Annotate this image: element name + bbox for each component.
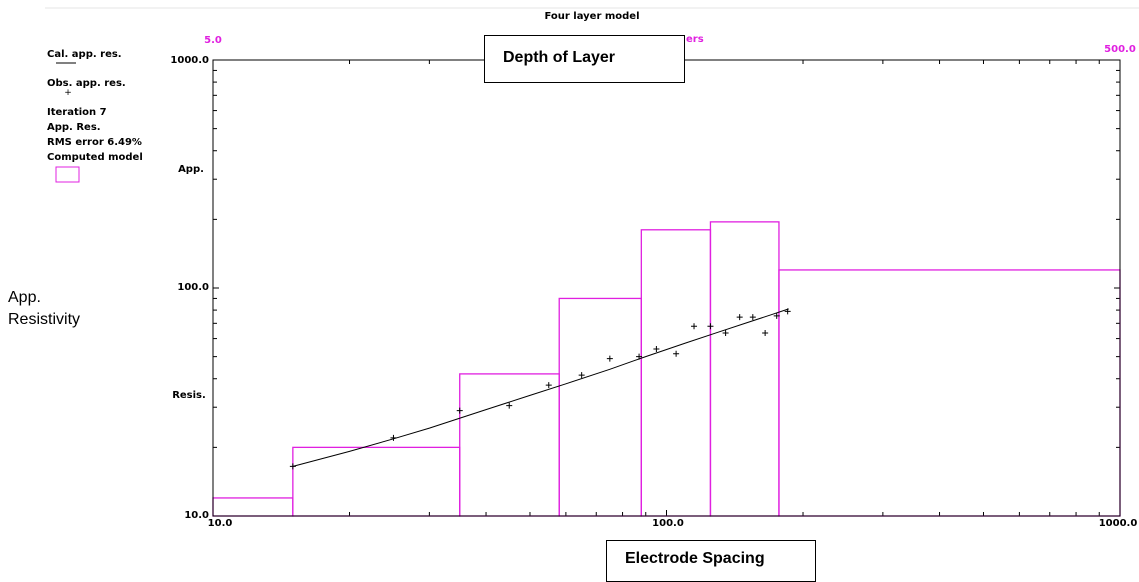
obs-app-res-point — [722, 329, 729, 336]
model-layer-block — [640, 229, 712, 517]
obs-app-res-point — [653, 346, 660, 353]
obs-app-res-point — [691, 323, 698, 330]
electrode-spacing-label: Electrode Spacing — [625, 550, 765, 567]
x-tick-label-100: 100.0 — [652, 518, 684, 529]
model-layer-block — [709, 221, 780, 517]
obs-app-res-point — [749, 314, 756, 321]
legend-iteration: Iteration 7 — [47, 107, 107, 118]
top-axis-left-label: 5.0 — [204, 35, 222, 46]
y-tick-label-100: 100.0 — [177, 282, 209, 293]
computed-model — [212, 221, 1121, 517]
obs-app-res-point — [784, 308, 791, 315]
model-layer-block — [558, 297, 642, 517]
obs-app-res-point — [673, 350, 680, 357]
obs-app-res-point — [545, 382, 552, 389]
model-layer-block — [459, 373, 560, 517]
depth-of-layer-label: Depth of Layer — [503, 49, 616, 66]
top-axis-right-label: 500.0 — [1104, 44, 1136, 55]
obs-app-res-point — [762, 329, 769, 336]
y-tick-label-10: 10.0 — [184, 510, 209, 521]
x-tick-label-1000: 1000.0 — [1099, 518, 1138, 529]
legend-obs-label: Obs. app. res. — [47, 78, 126, 89]
obs-app-res-point — [773, 312, 780, 319]
model-layer-block — [778, 269, 1121, 517]
legend-rms-error: RMS error 6.49% — [47, 137, 142, 148]
model-layer-block — [292, 446, 461, 517]
x-tick-label-10: 10.0 — [208, 518, 233, 529]
obs-app-res-point — [707, 323, 714, 330]
app-resistivity-line1: App. — [8, 289, 41, 306]
obs-app-res-point — [289, 463, 296, 470]
y-axis-text-resis: Resis. — [172, 390, 206, 401]
legend-app-res: App. Res. — [47, 122, 101, 133]
y-tick-label-1000: 1000.0 — [170, 55, 209, 66]
model-layer-block — [212, 497, 294, 517]
obs-app-res-point — [390, 434, 397, 441]
y-axis-text-app: App. — [178, 164, 204, 175]
legend-model-swatch — [55, 166, 80, 183]
app-resistivity-line2: Resistivity — [8, 311, 81, 328]
depth-of-layer-box: Depth of Layer — [484, 35, 685, 83]
obs-app-res-point — [636, 353, 643, 360]
cal-app-res-line — [292, 308, 789, 467]
obs-app-res-point — [506, 402, 513, 409]
obs-app-res-point — [578, 372, 585, 379]
chart-title: Four layer model — [544, 11, 639, 22]
app-resistivity-label: App. Resistivity — [8, 287, 80, 331]
top-axis-partial-label: ers — [686, 34, 704, 45]
obs-app-res-point — [736, 314, 743, 321]
resistivity-chart: Four layer model 5.0 500.0 ers Cal. app.… — [45, 7, 1139, 529]
data-series — [289, 308, 791, 470]
legend-obs-marker: + — [64, 88, 72, 98]
legend-cal-label: Cal. app. res. — [47, 49, 122, 60]
obs-app-res-point — [456, 407, 463, 414]
obs-app-res-point — [606, 355, 613, 362]
legend-model-label: Computed model — [47, 152, 143, 163]
electrode-spacing-box: Electrode Spacing — [606, 540, 816, 582]
